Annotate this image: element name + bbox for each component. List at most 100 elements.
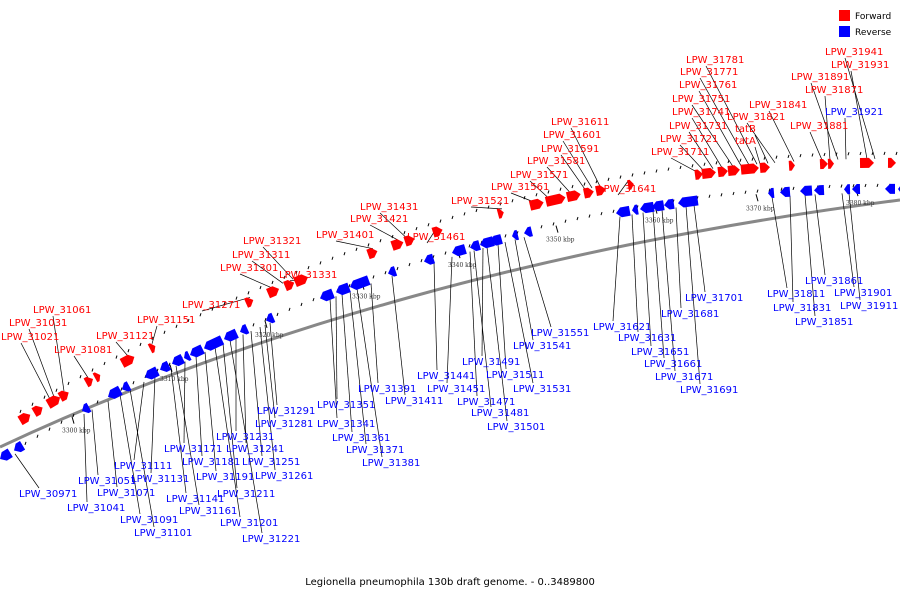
reverse-gene-label[interactable]: LPW_31111 bbox=[114, 461, 172, 472]
reverse-gene-label[interactable]: LPW_31441 bbox=[417, 371, 475, 382]
forward-gene-label[interactable]: LPW_31121 bbox=[96, 331, 154, 342]
gene-arrow[interactable] bbox=[479, 236, 495, 249]
gene-arrow[interactable] bbox=[80, 402, 92, 416]
gene-arrow[interactable] bbox=[852, 183, 861, 195]
gene-arrow[interactable] bbox=[92, 371, 103, 383]
forward-gene[interactable] bbox=[740, 163, 760, 175]
forward-gene[interactable] bbox=[293, 272, 310, 287]
forward-gene-label[interactable]: LPW_31421 bbox=[350, 214, 408, 225]
forward-gene-label[interactable]: LPW_31321 bbox=[243, 236, 301, 247]
forward-gene[interactable] bbox=[595, 184, 607, 197]
reverse-gene[interactable] bbox=[615, 205, 631, 218]
gene-arrow[interactable] bbox=[202, 335, 225, 353]
reverse-gene-label[interactable]: LPW_31901 bbox=[834, 288, 892, 299]
gene-arrow[interactable] bbox=[57, 388, 72, 402]
reverse-gene-label[interactable]: LPW_31201 bbox=[220, 518, 278, 529]
forward-gene-label[interactable]: LPW_31081 bbox=[54, 345, 112, 356]
gene-arrow[interactable] bbox=[800, 185, 813, 196]
gene-arrow[interactable] bbox=[293, 272, 310, 287]
reverse-gene[interactable] bbox=[780, 186, 791, 198]
forward-gene-label[interactable]: LPW_31601 bbox=[543, 130, 601, 141]
reverse-gene-label[interactable]: LPW_31811 bbox=[767, 289, 825, 300]
forward-gene-label[interactable]: LPW_31571 bbox=[510, 170, 568, 181]
gene-arrow[interactable] bbox=[403, 234, 416, 247]
reverse-gene-label[interactable]: LPW_31371 bbox=[346, 445, 404, 456]
reverse-gene[interactable] bbox=[651, 200, 665, 212]
gene-arrow[interactable] bbox=[11, 441, 26, 455]
reverse-gene-label[interactable]: LPW_31831 bbox=[773, 303, 831, 314]
forward-gene[interactable] bbox=[627, 179, 635, 191]
reverse-gene-label[interactable]: LPW_31921 bbox=[825, 107, 883, 118]
reverse-gene[interactable] bbox=[852, 183, 861, 195]
forward-gene-label[interactable]: LPW_31721 bbox=[660, 134, 718, 145]
reverse-gene-label[interactable]: LPW_31191 bbox=[196, 472, 254, 483]
reverse-gene[interactable] bbox=[451, 244, 467, 258]
forward-gene[interactable] bbox=[528, 198, 545, 211]
reverse-gene-label[interactable]: LPW_31671 bbox=[655, 372, 713, 383]
gene-arrow[interactable] bbox=[489, 234, 503, 247]
forward-gene[interactable] bbox=[582, 187, 595, 199]
forward-gene[interactable] bbox=[266, 284, 281, 299]
reverse-gene[interactable] bbox=[386, 266, 398, 278]
forward-gene[interactable] bbox=[119, 352, 137, 368]
reverse-gene-label[interactable]: LPW_31491 bbox=[462, 357, 520, 368]
forward-gene[interactable] bbox=[727, 165, 740, 176]
reverse-gene-label[interactable]: LPW_31261 bbox=[255, 471, 313, 482]
reverse-gene[interactable] bbox=[0, 448, 13, 463]
gene-arrow[interactable] bbox=[238, 324, 250, 336]
gene-arrow[interactable] bbox=[523, 226, 533, 238]
gene-arrow[interactable] bbox=[565, 189, 582, 203]
gene-arrow[interactable] bbox=[496, 208, 505, 219]
reverse-gene[interactable] bbox=[80, 402, 92, 416]
reverse-gene-label[interactable]: LPW_31131 bbox=[131, 474, 189, 485]
reverse-gene[interactable] bbox=[677, 195, 699, 208]
reverse-gene[interactable] bbox=[158, 360, 172, 374]
reverse-gene-label[interactable]: LPW_31481 bbox=[471, 408, 529, 419]
reverse-gene-label[interactable]: LPW_31651 bbox=[631, 347, 689, 358]
forward-gene-label[interactable]: LPW_31761 bbox=[679, 80, 737, 91]
gene-arrow[interactable] bbox=[528, 198, 545, 211]
gene-arrow[interactable] bbox=[677, 195, 699, 208]
gene-arrow[interactable] bbox=[182, 350, 192, 363]
forward-gene[interactable] bbox=[887, 157, 896, 168]
gene-arrow[interactable] bbox=[469, 240, 481, 252]
reverse-gene-label[interactable]: LPW_31141 bbox=[166, 494, 224, 505]
forward-gene[interactable] bbox=[390, 237, 405, 251]
gene-arrow[interactable] bbox=[717, 166, 728, 178]
gene-arrow[interactable] bbox=[511, 229, 520, 241]
forward-gene[interactable] bbox=[819, 159, 828, 170]
gene-arrow[interactable] bbox=[147, 342, 158, 354]
reverse-gene[interactable] bbox=[264, 312, 276, 325]
forward-gene-label[interactable]: LPW_31741 bbox=[672, 107, 730, 118]
forward-gene-label[interactable]: LPW_31611 bbox=[551, 117, 609, 128]
reverse-gene[interactable] bbox=[106, 385, 123, 401]
gene-arrow[interactable] bbox=[386, 266, 398, 278]
gene-arrow[interactable] bbox=[582, 187, 595, 199]
gene-arrow[interactable] bbox=[318, 288, 335, 303]
forward-gene-label[interactable]: LPW_31841 bbox=[749, 100, 807, 111]
reverse-gene-label[interactable]: LPW_31341 bbox=[317, 419, 375, 430]
gene-arrow[interactable] bbox=[844, 184, 851, 195]
reverse-gene[interactable] bbox=[523, 226, 533, 238]
reverse-gene-label[interactable]: LPW_31851 bbox=[795, 317, 853, 328]
reverse-gene-label[interactable]: LPW_31291 bbox=[257, 406, 315, 417]
gene-arrow[interactable] bbox=[0, 448, 13, 463]
forward-gene-label[interactable]: LPW_31781 bbox=[686, 55, 744, 66]
reverse-gene-label[interactable]: LPW_31681 bbox=[661, 309, 719, 320]
reverse-gene[interactable] bbox=[631, 204, 639, 215]
gene-arrow[interactable] bbox=[170, 354, 185, 368]
reverse-gene-label[interactable]: LPW_30971 bbox=[19, 489, 77, 500]
reverse-gene[interactable] bbox=[143, 366, 160, 382]
reverse-gene[interactable] bbox=[768, 187, 775, 199]
gene-arrow[interactable] bbox=[663, 198, 675, 210]
gene-arrow[interactable] bbox=[887, 157, 896, 168]
forward-gene[interactable] bbox=[403, 234, 416, 247]
reverse-gene-label[interactable]: LPW_31181 bbox=[182, 457, 240, 468]
gene-arrow[interactable] bbox=[17, 410, 32, 426]
forward-gene[interactable] bbox=[147, 342, 158, 354]
reverse-gene-label[interactable]: LPW_31241 bbox=[226, 444, 284, 455]
reverse-gene[interactable] bbox=[318, 288, 335, 303]
reverse-gene-label[interactable]: LPW_31071 bbox=[97, 488, 155, 499]
reverse-gene[interactable] bbox=[202, 335, 225, 353]
gene-arrow[interactable] bbox=[759, 162, 771, 173]
